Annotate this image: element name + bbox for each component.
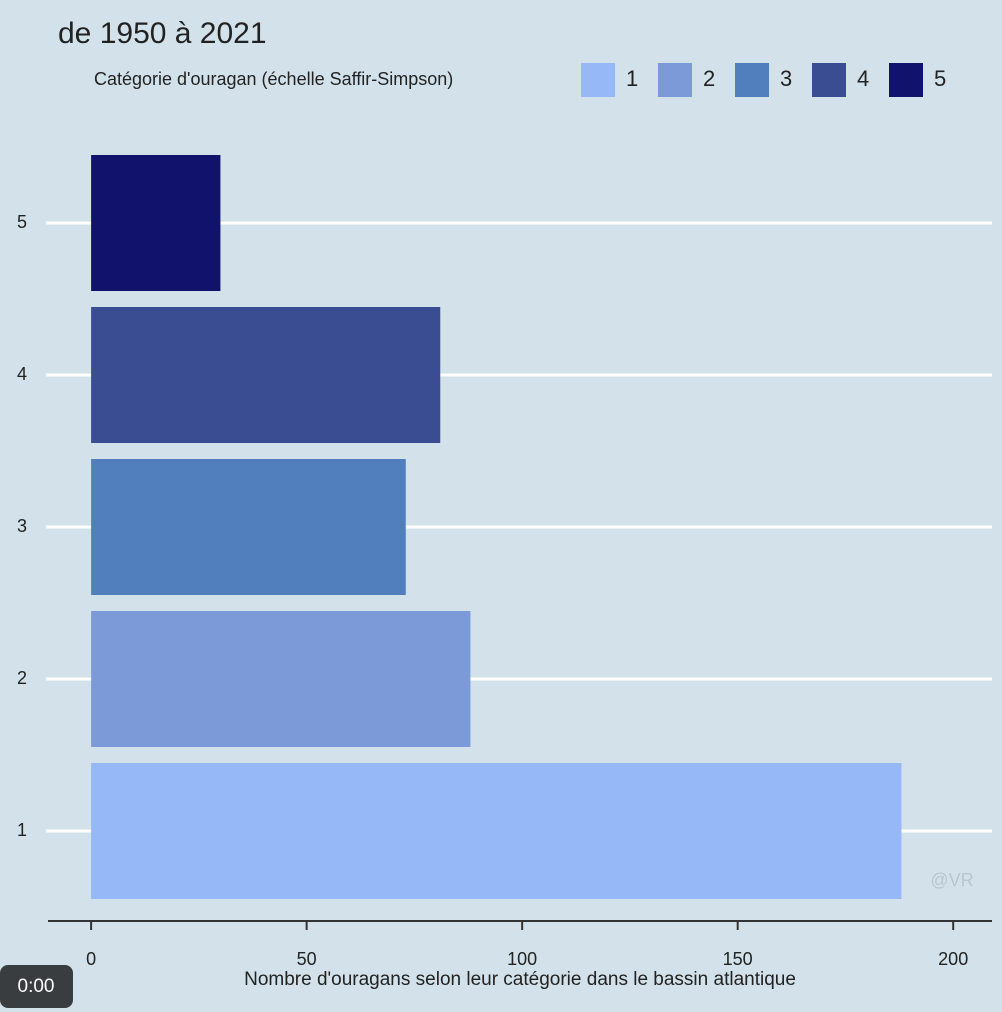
y-tick-label: 4 bbox=[17, 364, 27, 384]
legend-label: 4 bbox=[857, 66, 869, 91]
legend-swatch bbox=[658, 63, 692, 97]
legend-swatch bbox=[889, 63, 923, 97]
y-tick-label: 1 bbox=[17, 820, 27, 840]
bar bbox=[91, 155, 221, 291]
y-tick-label: 3 bbox=[17, 516, 27, 536]
legend-label: 2 bbox=[703, 66, 715, 91]
x-tick-label: 200 bbox=[938, 949, 968, 969]
legend-label: 5 bbox=[934, 66, 946, 91]
legend-swatch bbox=[812, 63, 846, 97]
legend-label: 3 bbox=[780, 66, 792, 91]
x-tick-label: 100 bbox=[507, 949, 537, 969]
y-tick-label: 5 bbox=[17, 212, 27, 232]
y-tick-label: 2 bbox=[17, 668, 27, 688]
legend-swatch bbox=[735, 63, 769, 97]
x-tick-label: 0 bbox=[86, 949, 96, 969]
x-tick-label: 50 bbox=[297, 949, 317, 969]
x-tick-label: 150 bbox=[723, 949, 753, 969]
x-axis-label: Nombre d'ouragans selon leur catégorie d… bbox=[244, 969, 796, 990]
bar bbox=[91, 459, 406, 595]
legend-label: 1 bbox=[626, 66, 638, 91]
watermark: @VR bbox=[930, 870, 973, 890]
chart-title: de 1950 à 2021 bbox=[58, 17, 267, 50]
video-time: 0:00 bbox=[18, 976, 55, 997]
bar bbox=[91, 611, 471, 747]
bar bbox=[91, 307, 441, 443]
video-time-box bbox=[0, 965, 73, 1008]
legend-title: Catégorie d'ouragan (échelle Saffir-Simp… bbox=[94, 69, 453, 89]
bar bbox=[91, 763, 902, 899]
legend-swatch bbox=[581, 63, 615, 97]
